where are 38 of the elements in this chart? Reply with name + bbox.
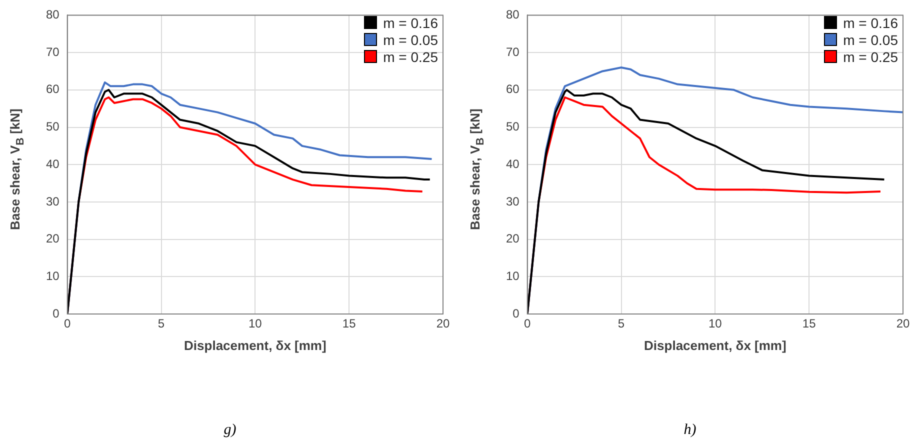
y-tick-label: 30 [46,194,60,208]
legend-label: m = 0.16 [843,14,898,30]
x-tick-label: 20 [896,316,910,331]
text: h) [682,422,698,439]
y-tick-label: 0 [52,306,60,320]
x-axis-title: Displacement, δx [mm] [644,338,786,353]
y-tick-label: 10 [506,268,520,283]
legend-label: m = 0.25 [383,48,438,64]
y-tick-label: 10 [46,268,60,283]
x-tick-label: 10 [708,316,722,331]
legend-label: m = 0.05 [383,32,438,48]
y-tick-label: 80 [506,8,520,22]
y-tick-label: 30 [506,194,520,208]
y-tick-label: 60 [46,82,60,96]
y-tick-label: 40 [506,156,520,171]
y-tick-label: 50 [46,120,60,134]
x-tick-label: 20 [436,316,450,331]
x-tick-label: 0 [524,316,532,331]
x-tick-label: 0 [64,316,72,331]
text: g) [222,422,238,439]
y-tick-label: 20 [46,232,60,246]
legend-label: m = 0.16 [383,14,438,30]
legend-label: m = 0.05 [843,32,898,48]
y-tick-label: 0 [512,306,520,320]
x-tick-label: 15 [802,316,816,331]
x-tick-label: 15 [342,316,356,331]
x-axis-title: Displacement, δx [mm] [184,338,326,353]
x-tick-label: 10 [248,316,262,331]
legend-label: m = 0.25 [843,48,898,64]
y-tick-label: 50 [506,120,520,134]
y-tick-label: 60 [506,82,520,96]
y-tick-label: 70 [46,44,60,59]
y-tick-label: 80 [46,8,60,22]
y-tick-label: 70 [506,44,520,59]
y-tick-label: 40 [46,156,60,171]
x-tick-label: 5 [158,316,165,331]
y-tick-label: 20 [506,232,520,246]
x-tick-label: 5 [618,316,625,331]
